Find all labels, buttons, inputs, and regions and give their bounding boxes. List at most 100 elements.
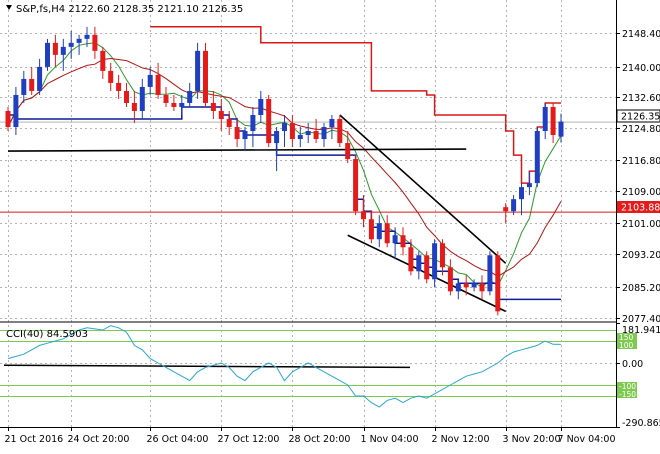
candle-body[interactable] [187, 91, 192, 103]
time-tick-label: 3 Nov 20:00 [503, 434, 561, 445]
candle-body[interactable] [250, 115, 255, 131]
candle-body[interactable] [258, 99, 263, 115]
candle-body[interactable] [29, 79, 34, 91]
candle-body[interactable] [179, 103, 184, 107]
candle-body[interactable] [456, 283, 461, 291]
candle-body[interactable] [13, 95, 18, 127]
current-price-tag: 2126.35 [617, 110, 660, 123]
candle-body[interactable] [543, 107, 548, 131]
candle-body[interactable] [511, 199, 516, 211]
candle-body[interactable] [171, 103, 176, 107]
candle-body[interactable] [69, 43, 74, 47]
candle-body[interactable] [369, 219, 374, 239]
time-tick-label: 27 Oct 12:00 [218, 434, 280, 445]
candle-body[interactable] [116, 83, 121, 91]
price-tick-label: 2132.60 [622, 93, 660, 104]
price-tick-label: 2093.20 [622, 250, 660, 261]
chart-title: S&P,fs,H4 2122.60 2128.35 2121.10 2126.3… [16, 4, 243, 15]
candle-body[interactable] [140, 87, 145, 111]
price-tick-label: 2148.40 [622, 29, 660, 40]
candle-body[interactable] [290, 123, 295, 139]
candle-body[interactable] [314, 131, 319, 139]
chart-background [0, 0, 616, 450]
candle-body[interactable] [495, 255, 500, 311]
horizontal-line-label: 2103.88 [621, 203, 660, 214]
candle-body[interactable] [45, 43, 50, 67]
candle-body[interactable] [337, 119, 342, 143]
candle-body[interactable] [329, 119, 334, 127]
candle-body[interactable] [440, 243, 445, 267]
candle-body[interactable] [124, 91, 129, 103]
cci-label: CCI(40) 84.5903 [6, 329, 88, 340]
price-tick-label: 2124.80 [622, 124, 660, 135]
candle-body[interactable] [353, 159, 358, 211]
candle-body[interactable] [464, 283, 469, 287]
candle-body[interactable] [416, 255, 421, 271]
price-tick-label: 2085.20 [622, 283, 660, 294]
candle-body[interactable] [21, 79, 26, 95]
cci-level-minus-150: -150 [619, 390, 636, 399]
candle-body[interactable] [203, 51, 208, 103]
candle-body[interactable] [77, 39, 82, 43]
cci-tick-label: -290.8650 [622, 418, 660, 429]
candle-body[interactable] [472, 283, 477, 287]
candle-body[interactable] [211, 103, 216, 111]
candle-body[interactable] [361, 211, 366, 219]
candle-body[interactable] [243, 131, 248, 139]
time-tick-label: 28 Oct 20:00 [289, 434, 351, 445]
price-tick-label: 2109.00 [622, 187, 660, 198]
candle-body[interactable] [219, 111, 224, 119]
candle-body[interactable] [100, 51, 105, 71]
price-tick-label: 2077.40 [622, 314, 660, 325]
cci-tick-label: 0.00 [622, 359, 643, 370]
candle-body[interactable] [92, 35, 97, 51]
candle-body[interactable] [227, 119, 232, 127]
candle-body[interactable] [432, 243, 437, 279]
candle-body[interactable] [527, 183, 532, 187]
price-tick-label: 2116.80 [622, 156, 660, 167]
candle-body[interactable] [424, 255, 429, 279]
candle-body[interactable] [164, 95, 169, 103]
candle-body[interactable] [156, 75, 161, 95]
candle-body[interactable] [551, 107, 556, 135]
current-price-label: 2126.35 [621, 112, 660, 123]
candle-body[interactable] [85, 35, 90, 39]
time-tick-label: 21 Oct 2016 [5, 434, 64, 445]
candle-body[interactable] [487, 255, 492, 291]
candle-body[interactable] [132, 103, 137, 111]
time-tick-label: 1 Nov 04:00 [361, 434, 419, 445]
candle-body[interactable] [377, 223, 382, 239]
candle-body[interactable] [108, 71, 113, 83]
candle-body[interactable] [235, 127, 240, 139]
cci-level-100: 100 [619, 341, 634, 350]
candle-body[interactable] [345, 143, 350, 159]
candle-body[interactable] [480, 283, 485, 291]
candle-body[interactable] [306, 131, 311, 135]
candle-body[interactable] [53, 43, 58, 55]
candle-body[interactable] [519, 187, 524, 199]
candle-body[interactable] [274, 131, 279, 143]
candle-body[interactable] [559, 122, 564, 137]
candle-body[interactable] [282, 123, 287, 131]
candle-body[interactable] [298, 135, 303, 139]
candle-body[interactable] [266, 99, 271, 143]
candle-body[interactable] [393, 235, 398, 243]
candle-body[interactable] [6, 111, 11, 127]
candle-body[interactable] [503, 207, 508, 211]
candle-body[interactable] [61, 47, 66, 55]
candle-body[interactable] [401, 235, 406, 247]
candle-body[interactable] [322, 127, 327, 139]
candle-body[interactable] [408, 247, 413, 271]
candle-body[interactable] [148, 75, 153, 87]
horizontal-line-tag: 2103.88 [617, 201, 660, 214]
time-tick-label: 26 Oct 04:00 [147, 434, 209, 445]
candle-body[interactable] [37, 67, 42, 91]
candle-body[interactable] [385, 223, 390, 243]
price-tick-label: 2140.00 [622, 63, 660, 74]
candle-body[interactable] [448, 267, 453, 291]
candle-body[interactable] [535, 131, 540, 183]
candle-body[interactable] [195, 51, 200, 91]
time-tick-label: 2 Nov 12:00 [432, 434, 490, 445]
